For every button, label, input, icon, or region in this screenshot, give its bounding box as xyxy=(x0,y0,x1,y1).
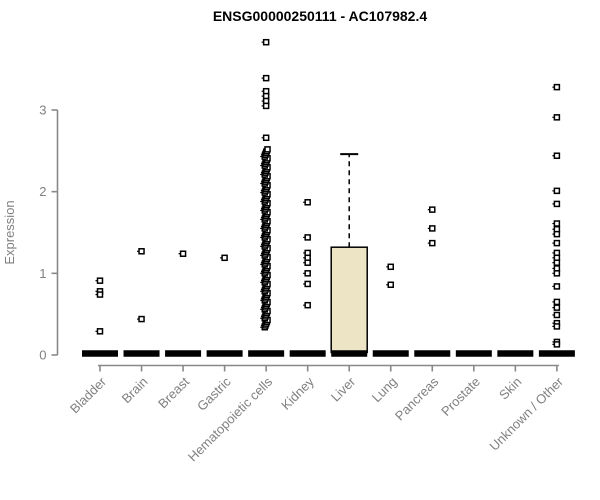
data-point xyxy=(262,102,270,110)
data-point xyxy=(553,187,561,195)
x-tick-label: Brain xyxy=(119,374,151,406)
x-tick-label: Gastric xyxy=(194,374,234,414)
data-point xyxy=(429,239,436,247)
data-point xyxy=(553,311,561,319)
zero-boxplot-bar xyxy=(497,350,534,357)
data-point xyxy=(179,250,187,257)
data-point xyxy=(96,291,104,298)
data-point xyxy=(429,225,436,232)
zero-boxplot-bar xyxy=(455,350,492,357)
x-tick-label: Prostate xyxy=(438,374,483,419)
data-point xyxy=(553,298,561,306)
data-point xyxy=(304,280,311,288)
data-point xyxy=(304,259,311,266)
data-point xyxy=(553,283,561,290)
data-point xyxy=(387,281,394,289)
data-point xyxy=(304,301,311,309)
chart-title: ENSG00000250111 - AC107982.4 xyxy=(213,8,428,24)
zero-boxplot-bar xyxy=(289,350,326,357)
y-axis-title: Expression xyxy=(2,200,17,264)
zero-boxplot-bar xyxy=(248,350,285,357)
data-point xyxy=(553,83,561,91)
zero-boxplot-bar xyxy=(372,350,409,357)
data-point xyxy=(304,199,311,206)
x-tick-label: Breast xyxy=(155,374,192,411)
zero-boxplot-bar xyxy=(82,350,118,357)
data-point xyxy=(429,206,436,213)
data-point xyxy=(553,114,561,121)
data-point xyxy=(138,248,145,255)
y-tick-label: 3 xyxy=(39,102,46,117)
y-tick-label: 2 xyxy=(39,184,46,199)
boxplot-median-line xyxy=(331,350,368,357)
data-point xyxy=(553,239,561,247)
data-point xyxy=(138,315,145,323)
data-point xyxy=(96,328,104,335)
zero-boxplot-bar xyxy=(123,350,160,357)
data-point xyxy=(553,230,561,238)
x-tick-label: Unknown / Other xyxy=(486,374,566,454)
zero-boxplot-bar xyxy=(206,350,243,357)
x-tick-label: Kidney xyxy=(278,374,317,413)
data-point xyxy=(553,341,561,348)
data-point xyxy=(553,152,561,159)
boxplot-box xyxy=(330,246,368,354)
data-point xyxy=(221,254,228,262)
data-point xyxy=(304,270,311,277)
data-point xyxy=(553,270,561,277)
data-point xyxy=(553,259,561,266)
data-point xyxy=(553,323,561,330)
x-tick-label: Liver xyxy=(328,374,359,405)
data-point xyxy=(262,38,270,46)
data-point xyxy=(96,277,104,284)
y-tick-label: 1 xyxy=(39,266,46,281)
data-point xyxy=(553,200,561,208)
data-point xyxy=(262,74,270,82)
zero-boxplot-bar xyxy=(414,350,451,357)
data-point xyxy=(304,234,311,241)
data-point xyxy=(387,263,394,271)
zero-boxplot-bar xyxy=(538,350,575,357)
data-point xyxy=(553,304,561,311)
data-point xyxy=(262,134,270,142)
x-tick-label: Bladder xyxy=(67,374,110,417)
data-point xyxy=(553,220,561,227)
zero-boxplot-bar xyxy=(165,350,202,357)
data-point xyxy=(264,146,271,153)
x-tick-label: Lung xyxy=(369,374,400,405)
x-tick-label: Skin xyxy=(496,374,524,402)
y-tick-label: 0 xyxy=(39,348,46,363)
x-tick-label: Pancreas xyxy=(392,374,442,424)
